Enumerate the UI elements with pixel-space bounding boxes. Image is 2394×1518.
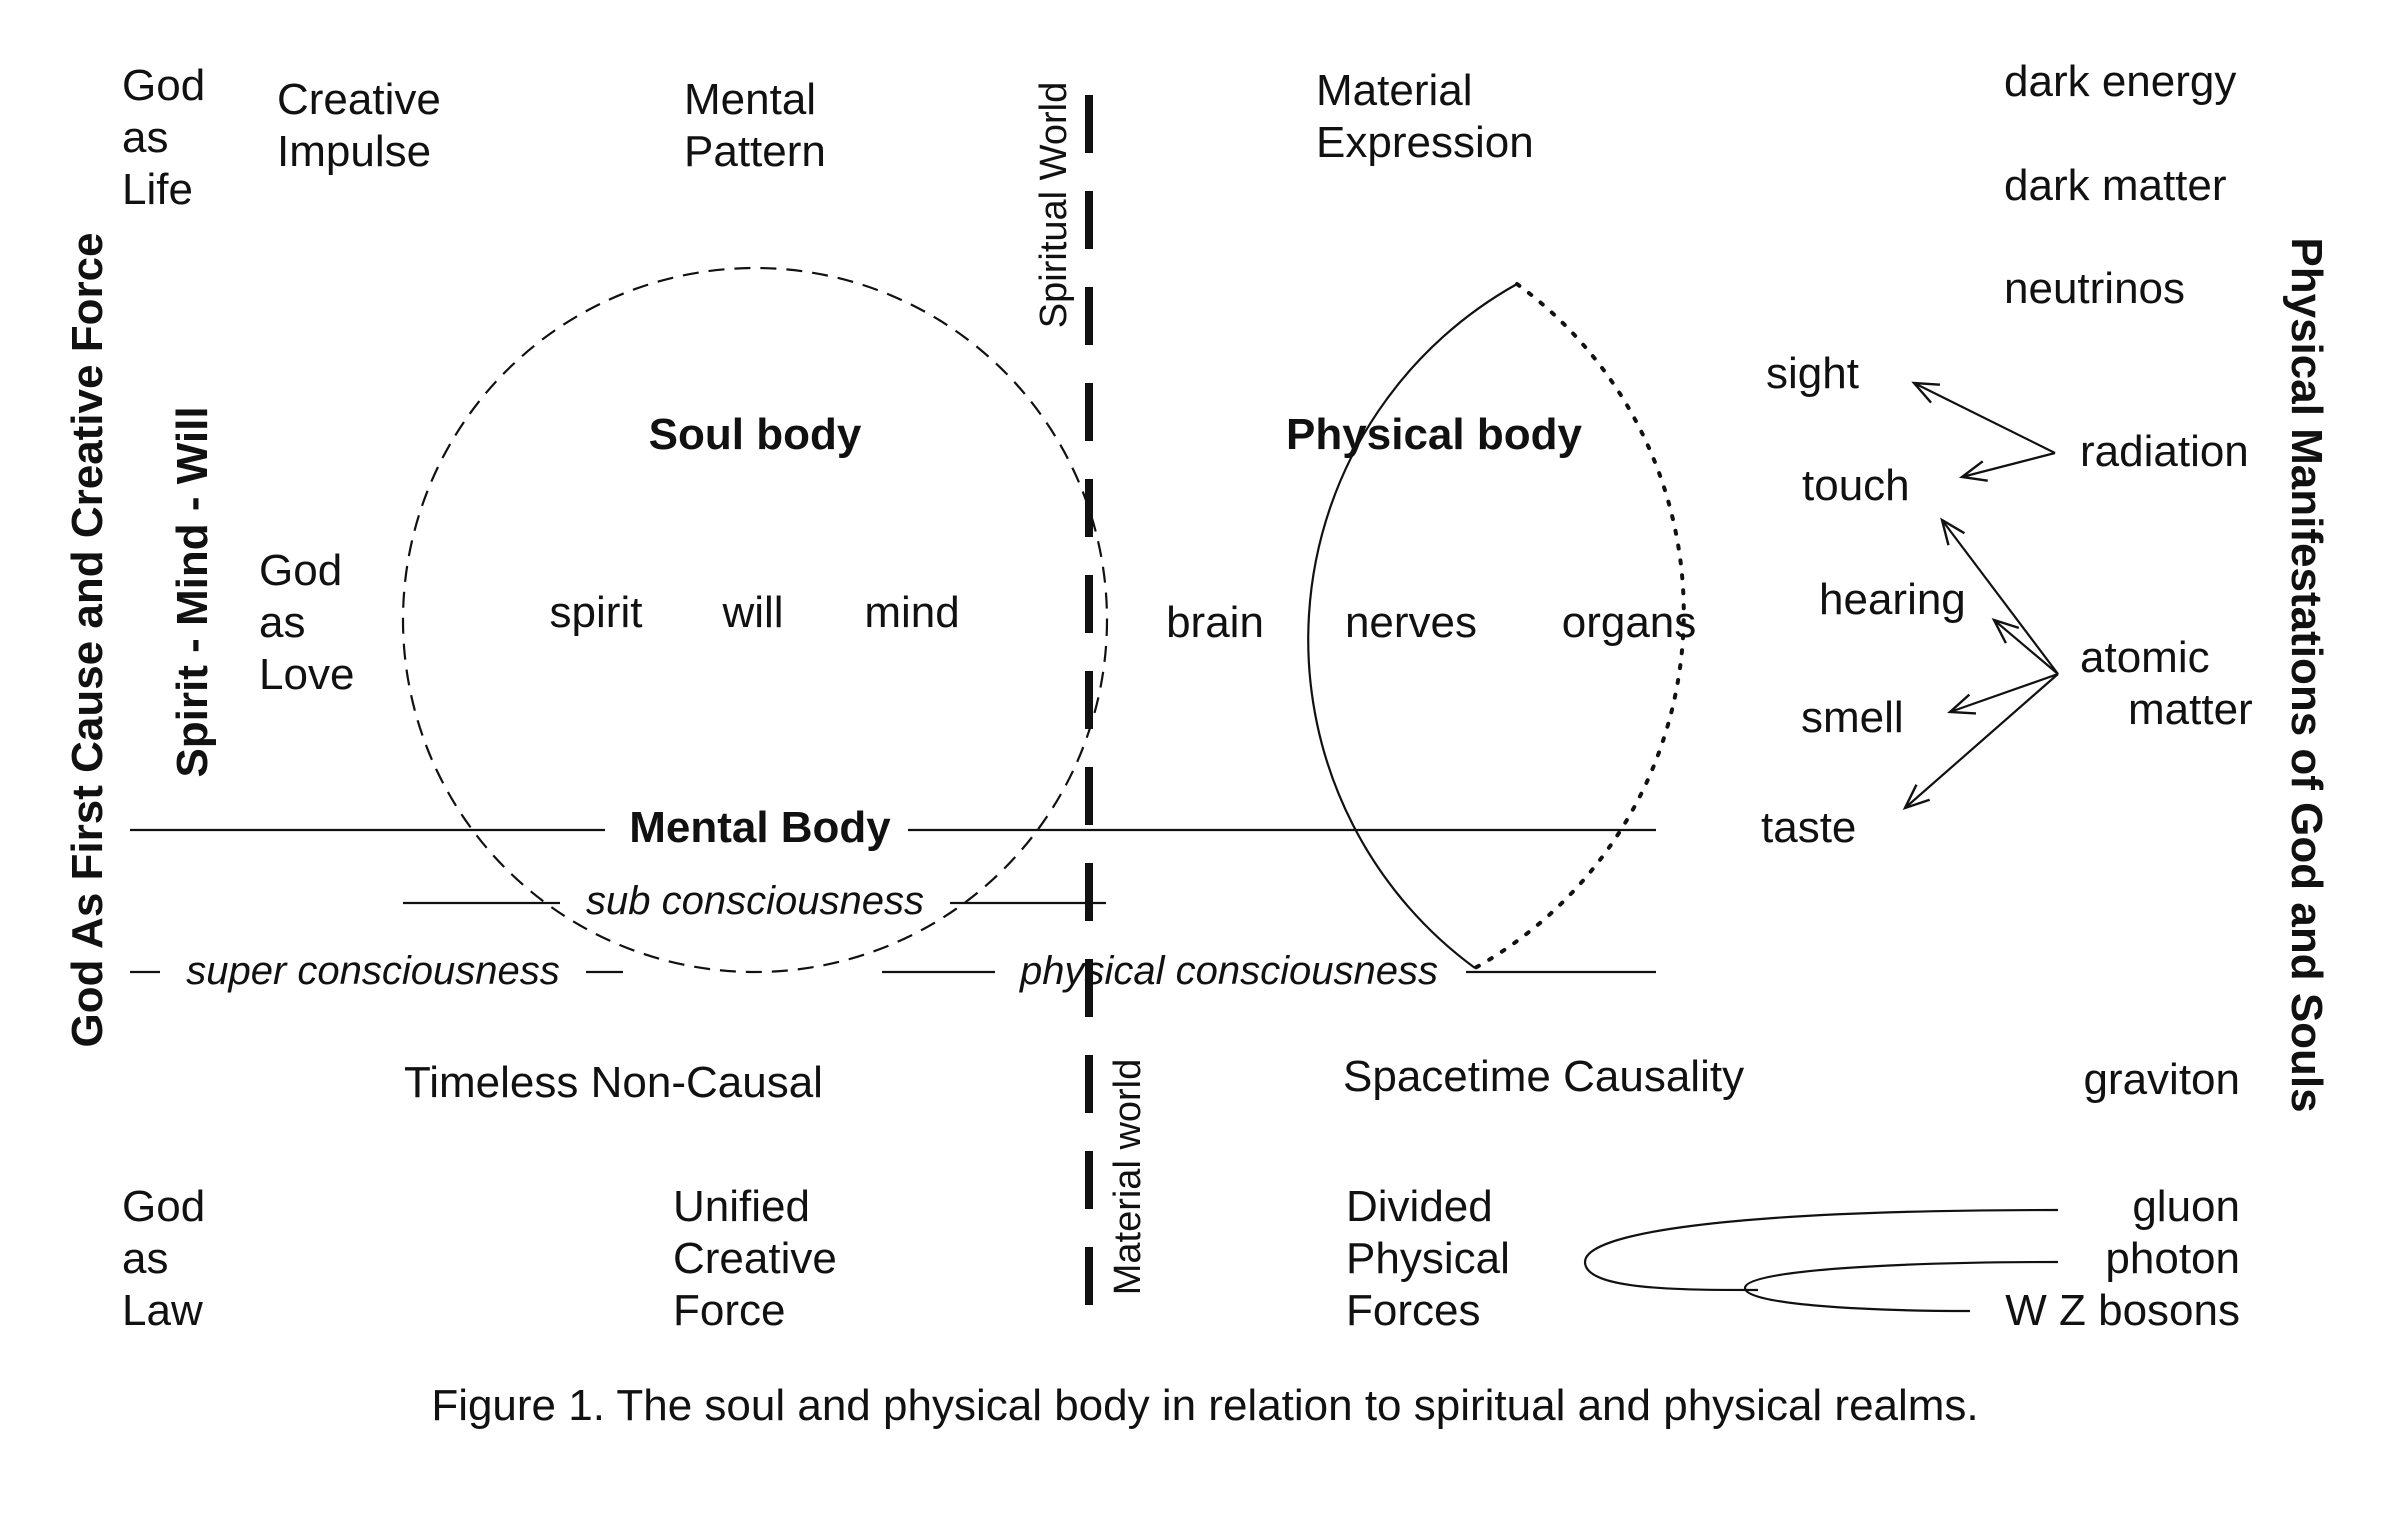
right-side-label: Physical Manifestations of God and Souls — [2282, 237, 2331, 1112]
dark-energy-label: dark energy — [2004, 57, 2236, 106]
god-as-law-line: God — [122, 1182, 205, 1231]
force-bracket-outer — [1583, 1208, 2059, 1292]
unified-line: Unified — [673, 1182, 810, 1231]
soul-body-circle — [401, 266, 1109, 974]
hearing-label: hearing — [1819, 575, 1966, 624]
god-as-law-line: Law — [122, 1286, 203, 1335]
mind-label: mind — [864, 588, 959, 637]
arrow-atomic-taste — [1902, 673, 2059, 811]
creative-impulse-line: Impulse — [277, 127, 431, 176]
graviton-label: graviton — [2083, 1055, 2240, 1104]
creative-impulse-line: Creative — [277, 75, 441, 124]
god-as-life-line: Life — [122, 165, 193, 214]
bosons: gluon photon W Z bosons — [2005, 1182, 2240, 1335]
physical-body-title: Physical body — [1286, 410, 1582, 459]
arrow-atomic-smell — [1947, 672, 2059, 715]
atomic-label: atomic — [2080, 633, 2210, 682]
spiritual-world-label: Spiritual World — [1033, 82, 1075, 328]
taste-label: taste — [1761, 803, 1856, 852]
arrow-radiation-sight — [1911, 381, 2056, 454]
sub-consciousness-label: sub consciousness — [586, 879, 924, 923]
wz-bosons-label: W Z bosons — [2005, 1286, 2240, 1335]
unified-line: Force — [673, 1286, 785, 1335]
material-world-label: Material world — [1107, 1059, 1149, 1296]
mental-pattern-line: Mental — [684, 75, 816, 124]
mental-body-label: Mental Body — [629, 803, 891, 852]
divided-physical-forces: Divided Physical Forces — [1346, 1182, 1510, 1335]
god-as-love-line: Love — [259, 650, 354, 699]
force-bracket-inner — [1743, 1260, 2059, 1313]
god-as-life-line: as — [122, 113, 168, 162]
god-as-life-line: God — [122, 61, 205, 110]
arrow-radiation-touch — [1958, 451, 2056, 482]
brain-label: brain — [1166, 598, 1264, 647]
sight-label: sight — [1766, 349, 1859, 398]
figure-caption: Figure 1. The soul and physical body in … — [431, 1381, 1978, 1430]
sense-arrows — [1902, 381, 2059, 811]
dark-matter-label: dark matter — [2004, 161, 2227, 210]
arrow-atomic-hearing — [1991, 617, 2059, 675]
unified-creative-force: Unified Creative Force — [673, 1182, 837, 1335]
touch-label: touch — [1802, 461, 1910, 510]
gluon-label: gluon — [2132, 1182, 2240, 1231]
timeless-label: Timeless Non-Causal — [404, 1058, 823, 1107]
spirit-label: spirit — [550, 588, 643, 637]
organs-label: organs — [1562, 598, 1697, 647]
god-as-love: God as Love — [259, 546, 354, 699]
divided-line: Divided — [1346, 1182, 1493, 1231]
physical-body-circle-solid — [1307, 283, 1518, 969]
god-as-life: God as Life — [122, 61, 205, 214]
radiation-label: radiation — [2080, 427, 2249, 476]
physical-consciousness-label: physical consciousness — [1019, 949, 1438, 993]
arrow-atomic-touch — [1940, 517, 2059, 675]
god-as-love-line: God — [259, 546, 342, 595]
divided-line: Physical — [1346, 1234, 1510, 1283]
spacetime-label: Spacetime Causality — [1343, 1052, 1744, 1101]
god-as-love-line: as — [259, 598, 305, 647]
mental-pattern-line: Pattern — [684, 127, 826, 176]
spirit-mind-will-label: Spirit - Mind - Will — [168, 406, 217, 777]
photon-label: photon — [2105, 1234, 2240, 1283]
soul-body-title: Soul body — [649, 410, 862, 459]
material-expression-line: Expression — [1316, 118, 1534, 167]
left-side-label: God As First Cause and Creative Force — [63, 232, 112, 1047]
neutrinos-label: neutrinos — [2004, 264, 2185, 313]
physical-body-circle-dotted — [1473, 282, 1686, 970]
god-as-law: God as Law — [122, 1182, 205, 1335]
nerves-label: nerves — [1345, 598, 1477, 647]
super-consciousness-label: super consciousness — [186, 949, 560, 993]
creative-impulse: Creative Impulse — [277, 75, 441, 176]
unified-line: Creative — [673, 1234, 837, 1283]
god-as-law-line: as — [122, 1234, 168, 1283]
mental-pattern: Mental Pattern — [684, 75, 826, 176]
divided-line: Forces — [1346, 1286, 1480, 1335]
material-expression-line: Material — [1316, 66, 1473, 115]
will-label: will — [721, 588, 783, 637]
material-expression: Material Expression — [1316, 66, 1534, 167]
matter-label: matter — [2128, 685, 2253, 734]
smell-label: smell — [1801, 693, 1904, 742]
